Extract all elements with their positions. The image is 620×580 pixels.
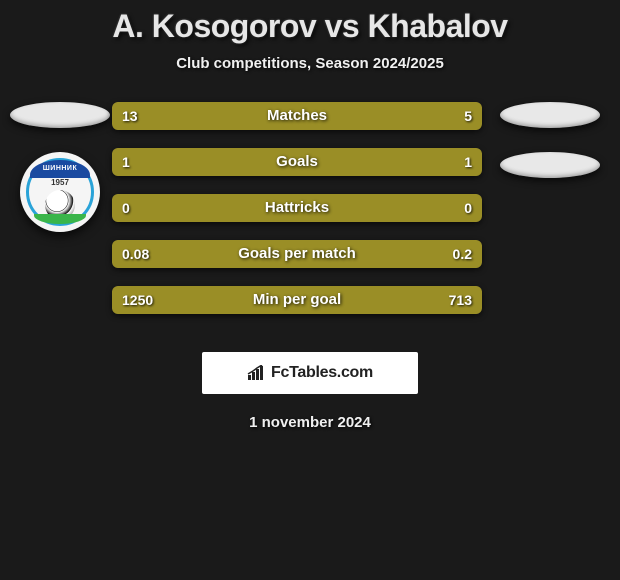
spacer: [488, 128, 612, 152]
stat-row: Goals per match0.08 0.2: [112, 240, 482, 268]
player-right-column: [488, 102, 612, 178]
stat-value-left: 1250: [122, 286, 153, 314]
stat-value-right: 713: [449, 286, 472, 314]
player-left-club-badge: ШИННИК 1957: [20, 152, 100, 232]
stat-label: Goals per match: [112, 240, 482, 268]
stat-value-right: 0.2: [453, 240, 472, 268]
stat-value-left: 0: [122, 194, 130, 222]
footer-block: FcTables.com 1 november 2024: [0, 340, 620, 431]
player-left-oval: [10, 102, 110, 128]
stat-value-right: 0: [464, 194, 472, 222]
page-subtitle: Club competitions, Season 2024/2025: [0, 55, 620, 72]
stat-value-right: 5: [464, 102, 472, 130]
player-right-oval-2: [500, 152, 600, 178]
badge-club-year: 1957: [20, 178, 100, 187]
stat-label: Hattricks: [112, 194, 482, 222]
page-title: A. Kosogorov vs Khabalov: [0, 0, 620, 45]
stat-value-left: 1: [122, 148, 130, 176]
stat-row: Goals1 1: [112, 148, 482, 176]
stat-value-left: 0.08: [122, 240, 149, 268]
comparison-card: A. Kosogorov vs Khabalov Club competitio…: [0, 0, 620, 580]
branding-text: FcTables.com: [271, 364, 373, 381]
stat-row: Min per goal1250 713: [112, 286, 482, 314]
branding-badge: FcTables.com: [202, 352, 418, 394]
badge-grass: [34, 214, 86, 224]
stat-value-left: 13: [122, 102, 138, 130]
stat-row: Hattricks0 0: [112, 194, 482, 222]
stat-label: Min per goal: [112, 286, 482, 314]
badge-club-name: ШИННИК: [30, 160, 90, 178]
stat-label: Matches: [112, 102, 482, 130]
stat-row: Matches13 5: [112, 102, 482, 130]
date-line: 1 november 2024: [0, 414, 620, 431]
stat-value-right: 1: [464, 148, 472, 176]
player-left-column: ШИННИК 1957: [8, 102, 112, 232]
bars-column: Matches13 5 Goals1 1 Hattricks0 0 Goals per ma…: [112, 102, 482, 332]
player-right-oval-1: [500, 102, 600, 128]
stat-label: Goals: [112, 148, 482, 176]
chart-icon: [247, 365, 267, 381]
